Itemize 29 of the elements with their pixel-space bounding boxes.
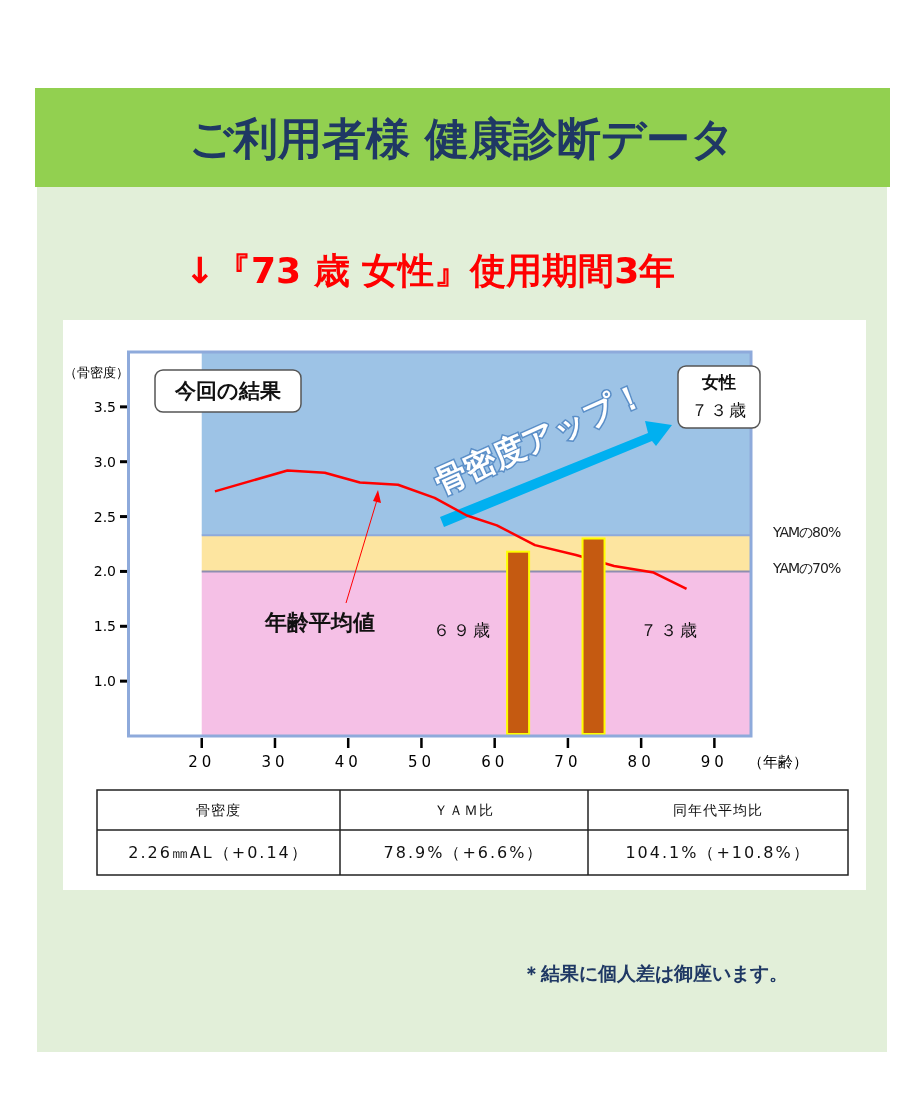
y-tick-label: 2.5 — [93, 508, 116, 525]
y-axis-title: （骨密度） — [63, 364, 129, 380]
table: 骨密度 ＹＡＭ比 同年代平均比 2.26㎜AL（+0.14） 78.9%（+6.6%） 104.1%（+10.8%） — [96, 789, 849, 876]
y-tick-label: 3.5 — [93, 398, 116, 415]
chart-subtitle: ↓『73 歳 女性』使用期間3年 — [184, 249, 676, 291]
x-tick-label: 60 — [481, 753, 509, 771]
y-tick-label: 1.5 — [93, 618, 116, 635]
x-tick-label: 90 — [700, 753, 728, 771]
ref-line-label: YAMの70% — [772, 560, 841, 577]
x-tick-label: 20 — [188, 753, 216, 771]
x-tick-label: 40 — [334, 753, 362, 771]
annotation: 女性 — [701, 372, 736, 392]
annotation: ７３歳 — [640, 620, 700, 640]
x-tick-label: 30 — [261, 753, 289, 771]
chart-title: ご利用者様 健康診断データ — [188, 112, 736, 164]
text: 年齢平均値 — [264, 609, 375, 635]
ref-line-label: YAMの80% — [772, 524, 841, 541]
annotation: 今回の結果 — [174, 379, 281, 403]
y-tick-label: 1.0 — [93, 673, 116, 690]
y-tick-label: 2.0 — [93, 563, 116, 580]
x-axis-title: （年齢） — [748, 753, 808, 771]
y-tick-label: 3.0 — [93, 453, 116, 470]
annotation: 骨密度アップ！ — [428, 374, 652, 502]
text: ＊結果に個人差は御座います。 — [522, 962, 788, 984]
x-tick-label: 70 — [554, 753, 582, 771]
annotation: ７３歳 — [690, 400, 748, 420]
annotation: ６９歳 — [433, 620, 493, 640]
x-tick-label: 50 — [407, 753, 435, 771]
x-tick-label: 80 — [627, 753, 655, 771]
